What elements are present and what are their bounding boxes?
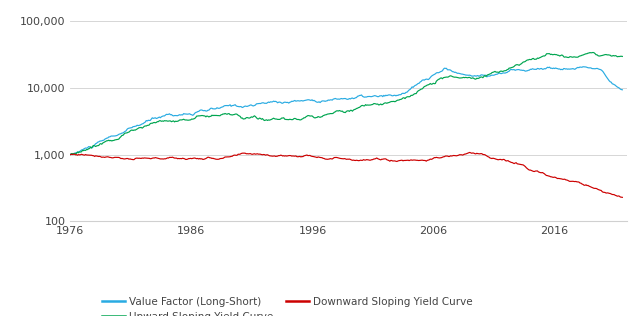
Legend: Value Factor (Long-Short), Upward Sloping Yield Curve, Downward Sloping Yield Cu: Value Factor (Long-Short), Upward Slopin… xyxy=(98,293,477,316)
